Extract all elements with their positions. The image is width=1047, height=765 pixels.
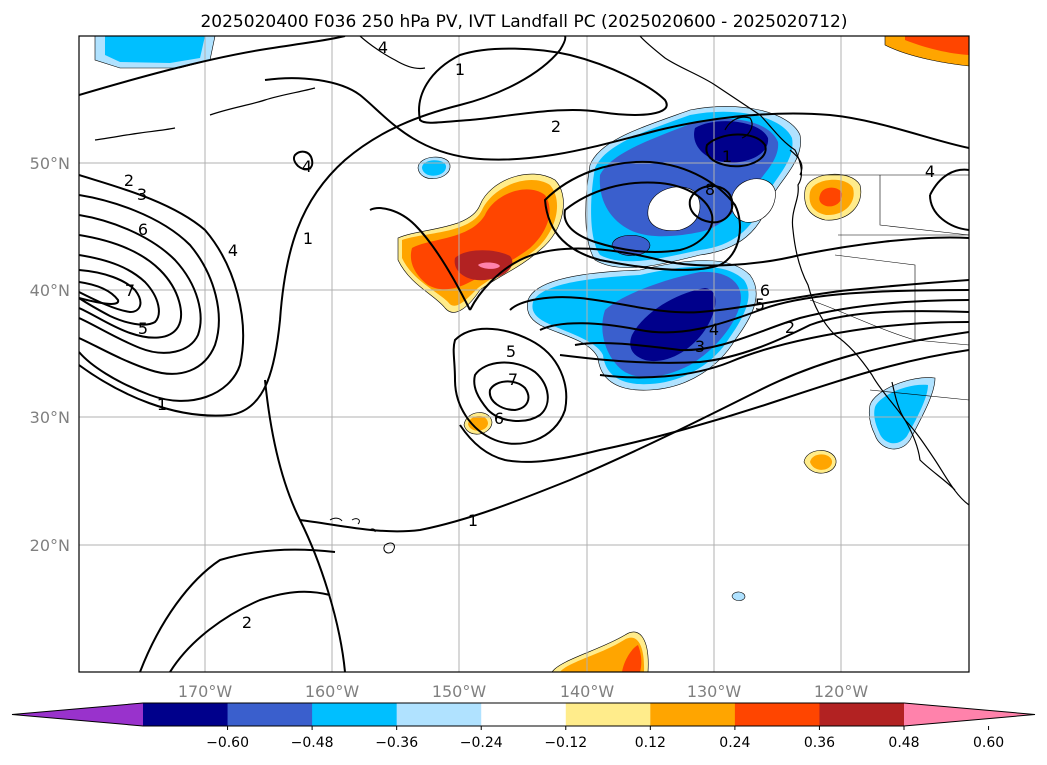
pos-anomaly-patch [819, 187, 843, 207]
coastlines [94, 36, 969, 506]
neg-anomaly-patch [422, 160, 447, 176]
contour-label: 1 [468, 511, 478, 530]
contour-label: 6 [138, 220, 148, 239]
contour-label: 5 [138, 319, 148, 338]
contour-label: 7 [508, 370, 518, 389]
colorbar-tick-label: 0.12 [635, 735, 666, 751]
pos-anomaly-patch [905, 36, 969, 55]
colorbar-tick-label: −0.48 [291, 735, 334, 751]
contour-label: 4 [709, 320, 719, 339]
colorbar-segment [819, 703, 905, 726]
contour-label: 1 [455, 60, 465, 79]
contour-label: 4 [925, 162, 935, 181]
anomaly-hole [647, 186, 701, 231]
contour-label: 8 [705, 180, 715, 199]
shading-layer [94, 36, 969, 672]
colorbar-tick-label: 0.36 [804, 735, 835, 751]
colorbar-tick-label: 0.24 [719, 735, 750, 751]
contour-label: 3 [137, 185, 147, 204]
colorbar-extend-low [12, 703, 143, 726]
lat-label: 50°N [30, 154, 70, 173]
map-area: 4 1 2 4 1 2 3 6 4 7 5 1 5 7 6 1 2 8 1 6 … [79, 36, 969, 672]
pos-anomaly-patch [478, 262, 500, 269]
lat-label: 20°N [30, 536, 70, 555]
colorbar-segment [227, 703, 313, 726]
contour-label: 1 [157, 395, 167, 414]
contour-label: 1 [303, 229, 313, 248]
longitude-labels: 170°W 160°W 150°W 140°W 130°W 120°W [178, 682, 869, 701]
lon-label: 120°W [814, 682, 869, 701]
contour-label: 5 [506, 342, 516, 361]
contour-label: 2 [551, 117, 561, 136]
neg-anomaly-patch [731, 591, 746, 601]
neg-anomaly-patch [105, 36, 205, 63]
contour-label: 1 [722, 147, 732, 166]
lat-label: 40°N [30, 281, 70, 300]
colorbar: −0.60 −0.48 −0.36 −0.24 −0.12 0.12 0.24 0.36 0.4… [11, 702, 1036, 751]
map-background [79, 36, 969, 672]
colorbar-extend-high [904, 703, 1035, 726]
colorbar-tick-label: 0.48 [888, 735, 919, 751]
contour-label: 2 [785, 318, 795, 337]
lon-label: 170°W [178, 682, 233, 701]
contour-label: 4 [378, 38, 388, 57]
colorbar-tick-label: −0.36 [375, 735, 418, 751]
lat-label: 30°N [30, 408, 70, 427]
lon-label: 160°W [305, 682, 360, 701]
colorbar-outline [11, 702, 1036, 727]
lon-label: 130°W [687, 682, 742, 701]
colorbar-segment [396, 703, 482, 726]
colorbar-segment [481, 703, 567, 726]
gridlines [79, 36, 969, 672]
contour-label: 5 [755, 295, 765, 314]
pv-contours [79, 36, 969, 672]
contour-label: 4 [302, 157, 312, 176]
political-borders [800, 174, 969, 401]
contour-label: 6 [760, 281, 770, 300]
figure-title: 2025020400 F036 250 hPa PV, IVT Landfall… [200, 12, 847, 32]
contour-label: 4 [228, 241, 238, 260]
colorbar-tick-label: −0.24 [460, 735, 503, 751]
latitude-labels: 50°N 40°N 30°N 20°N [30, 154, 70, 555]
contour-label: 3 [695, 337, 705, 356]
map-frame [78, 35, 970, 673]
contour-label: 2 [124, 171, 134, 190]
pos-anomaly-patch [560, 637, 645, 672]
contour-label: 7 [125, 281, 135, 300]
colorbar-segment [565, 703, 651, 726]
pos-anomaly-patch [468, 415, 488, 431]
colorbar-tick-label: 0.60 [973, 735, 1004, 751]
lon-label: 140°W [560, 682, 615, 701]
colorbar-tick-label: −0.12 [544, 735, 587, 751]
colorbar-segment [650, 703, 736, 726]
contour-label: 6 [494, 409, 504, 428]
pos-anomaly-patch [622, 645, 642, 672]
colorbar-segment [312, 703, 398, 726]
colorbar-segment [143, 703, 229, 726]
contour-labels: 4 1 2 4 1 2 3 6 4 7 5 1 5 7 6 1 2 8 1 6 … [124, 38, 935, 632]
pos-anomaly-patch [810, 454, 833, 470]
colorbar-segment [734, 703, 820, 726]
contour-label: 2 [242, 613, 252, 632]
neg-anomaly-patch [630, 288, 716, 362]
colorbar-tick-label: −0.60 [206, 735, 249, 751]
lon-label: 150°W [432, 682, 487, 701]
